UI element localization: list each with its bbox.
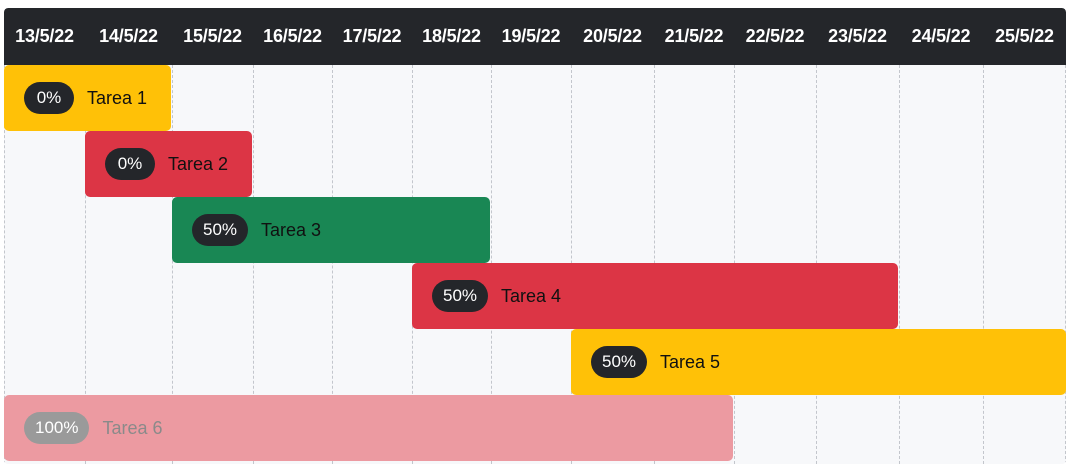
- progress-badge: 0%: [24, 82, 74, 114]
- grid-line: [253, 65, 254, 464]
- date-column-header: 13/5/22: [15, 26, 74, 46]
- task-name: Tarea 3: [261, 219, 322, 240]
- grid-line: [4, 65, 5, 464]
- task-bar[interactable]: 50% Tarea 5: [571, 329, 1066, 395]
- grid-line: [899, 65, 900, 464]
- progress-badge: 100%: [24, 412, 90, 444]
- grid-line: [983, 65, 984, 464]
- timeline-header: 13/5/22 14/5/22 15/5/22 16/5/22 17/5/22 18/5/…: [4, 8, 1066, 65]
- progress-badge: 50%: [432, 280, 489, 312]
- date-column-header: 18/5/22: [422, 26, 481, 46]
- date-column-header: 25/5/22: [995, 26, 1054, 46]
- task-name: Tarea 5: [660, 351, 721, 372]
- date-column-header: 19/5/22: [501, 26, 561, 46]
- grid-line: [172, 65, 173, 464]
- date-column-header: 22/5/22: [745, 26, 805, 46]
- task-bar[interactable]: 100% Tarea 6: [4, 395, 733, 461]
- date-column-header: 14/5/22: [99, 26, 158, 46]
- task-bar[interactable]: 50% Tarea 4: [412, 263, 898, 329]
- date-column-header: 17/5/22: [342, 26, 402, 46]
- progress-badge: 0%: [105, 148, 155, 180]
- task-bar[interactable]: 0% Tarea 1: [4, 65, 171, 131]
- date-column-header: 23/5/22: [828, 26, 887, 46]
- date-column-header: 20/5/22: [583, 26, 642, 46]
- timeline-body: 0% Tarea 1 0% Tarea 2 50% Tarea 3 50% Tarea 4 50…: [4, 65, 1066, 464]
- task-name: Tarea 1: [87, 87, 148, 108]
- date-column-header: 16/5/22: [263, 26, 322, 46]
- progress-badge: 50%: [192, 214, 249, 246]
- date-column-header: 21/5/22: [664, 26, 724, 46]
- task-name: Tarea 4: [501, 285, 562, 306]
- task-name: Tarea 2: [168, 153, 229, 174]
- grid-line: [1065, 65, 1066, 464]
- gantt-chart: 13/5/22 14/5/22 15/5/22 16/5/22 17/5/22 18/5/…: [4, 8, 1066, 464]
- date-column-header: 24/5/22: [911, 26, 971, 46]
- date-column-header: 15/5/22: [183, 26, 242, 46]
- task-bar[interactable]: 0% Tarea 2: [85, 131, 252, 197]
- grid-line: [332, 65, 333, 464]
- task-name: Tarea 6: [102, 417, 163, 438]
- task-bar[interactable]: 50% Tarea 3: [172, 197, 490, 263]
- grid-line: [85, 65, 86, 464]
- progress-badge: 50%: [591, 346, 648, 378]
